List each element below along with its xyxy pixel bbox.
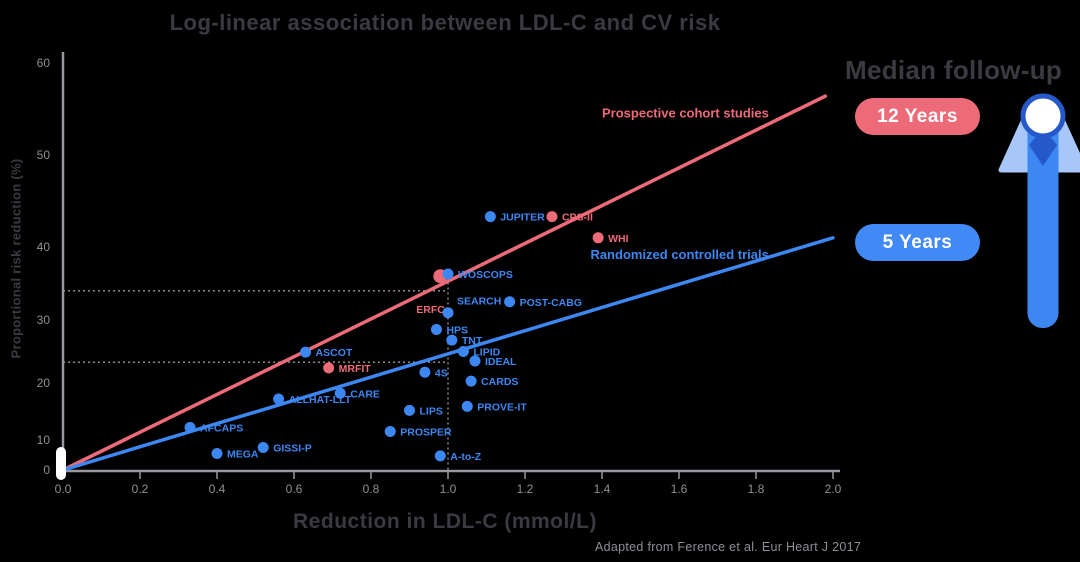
data-point-label: WOSCOPS bbox=[458, 269, 513, 281]
y-tick-label: 0 bbox=[43, 463, 50, 477]
data-point-dot bbox=[461, 400, 473, 412]
series-annotation: Prospective cohort studies bbox=[602, 106, 769, 121]
data-point-label: AFCAPS bbox=[200, 422, 243, 434]
data-point-dot bbox=[430, 323, 442, 335]
x-tick-label: 1.6 bbox=[671, 482, 688, 496]
y-tick-label: 20 bbox=[37, 376, 51, 390]
x-tick-label: 1.2 bbox=[517, 482, 534, 496]
data-point-dot bbox=[334, 387, 346, 399]
data-point-label: SEARCH bbox=[457, 296, 501, 308]
x-tick-label: 0.6 bbox=[286, 482, 303, 496]
y-tick-label: 10 bbox=[37, 433, 51, 447]
data-point-label: LIPS bbox=[420, 405, 443, 417]
data-point-dot bbox=[404, 404, 415, 416]
trend-line-12-years bbox=[61, 94, 828, 472]
data-point-dot bbox=[469, 355, 481, 367]
data-point-label: JUPITER bbox=[500, 212, 545, 224]
series-annotation: Randomized controlled trials bbox=[590, 247, 768, 262]
data-point-label: CARE bbox=[350, 388, 380, 400]
legend-item-5-years[interactable]: 5 Years bbox=[855, 224, 980, 261]
source-caption: Adapted from Ference et al. Eur Heart J … bbox=[595, 540, 862, 554]
data-point-label: LIPID bbox=[473, 347, 500, 359]
data-point-dot bbox=[211, 448, 223, 459]
x-axis-label: Reduction in LDL-C (mmol/L) bbox=[293, 510, 597, 533]
data-point-label: A-to-Z bbox=[450, 451, 481, 463]
data-point-dot bbox=[465, 375, 477, 387]
data-point-dot bbox=[300, 346, 312, 358]
data-point-label: HPS bbox=[446, 324, 468, 336]
data-point-label: PROVE-IT bbox=[477, 401, 527, 413]
data-point-label: CARDS bbox=[481, 376, 518, 388]
data-point-label: CPS-II bbox=[562, 212, 593, 224]
data-point-dot bbox=[184, 421, 196, 433]
data-point-label: WHI bbox=[608, 233, 628, 245]
data-point-dot bbox=[442, 268, 454, 280]
data-point-label: TNT bbox=[462, 335, 483, 347]
highlight-artifact bbox=[56, 447, 66, 480]
data-point-label: MEGA bbox=[227, 449, 259, 461]
legend-item-12-years[interactable]: 12 Years bbox=[855, 98, 980, 135]
data-point-dot bbox=[504, 296, 516, 308]
data-point-dot bbox=[442, 307, 454, 319]
data-point-dot bbox=[434, 450, 446, 462]
data-point-dot bbox=[484, 211, 496, 223]
data-point-label: GISSI-P bbox=[273, 443, 312, 455]
pin-up-icon bbox=[998, 90, 1080, 345]
data-point-dot bbox=[592, 232, 604, 244]
x-tick-label: 0.0 bbox=[55, 482, 72, 496]
legend-heading: Median follow-up bbox=[845, 55, 1063, 85]
data-point-dot bbox=[457, 346, 469, 357]
data-point-label: PROSPER bbox=[400, 426, 452, 438]
data-point-dot bbox=[419, 366, 431, 378]
x-tick-label: 0.8 bbox=[363, 482, 380, 496]
data-point-label: ALLHAT-LLT bbox=[289, 394, 352, 406]
data-point-dot bbox=[323, 362, 335, 374]
x-tick-label: 2.0 bbox=[825, 482, 842, 496]
x-tick-label: 1.4 bbox=[594, 482, 611, 496]
data-point-dot bbox=[446, 334, 458, 346]
data-point-label: POST-CABG bbox=[520, 297, 582, 309]
data-point-label: IDEAL bbox=[485, 356, 517, 368]
data-point-label: 4S bbox=[435, 367, 448, 379]
legend: Median follow-up 12 Years 5 Years bbox=[840, 50, 1080, 350]
data-point-label: ASCOT bbox=[316, 347, 353, 359]
data-point-label: ERFC bbox=[416, 304, 445, 316]
y-tick-label: 50 bbox=[37, 148, 51, 162]
data-point-dot bbox=[546, 211, 558, 223]
x-tick-label: 1.8 bbox=[748, 482, 765, 496]
data-point-dot bbox=[273, 393, 285, 405]
data-point-dot bbox=[384, 425, 396, 437]
y-tick-label: 60 bbox=[37, 56, 51, 70]
y-tick-label: 30 bbox=[37, 313, 51, 327]
x-tick-label: 0.2 bbox=[132, 482, 149, 496]
x-tick-label: 1.0 bbox=[440, 482, 457, 496]
x-tick-label: 0.4 bbox=[209, 482, 226, 496]
y-tick-label: 40 bbox=[37, 240, 51, 254]
data-point-label: MRFIT bbox=[339, 363, 372, 375]
y-axis-label: Proportional risk reduction (%) bbox=[8, 158, 24, 359]
data-point-dot bbox=[257, 442, 269, 453]
chart-title: Log-linear association between LDL-C and… bbox=[169, 10, 721, 35]
